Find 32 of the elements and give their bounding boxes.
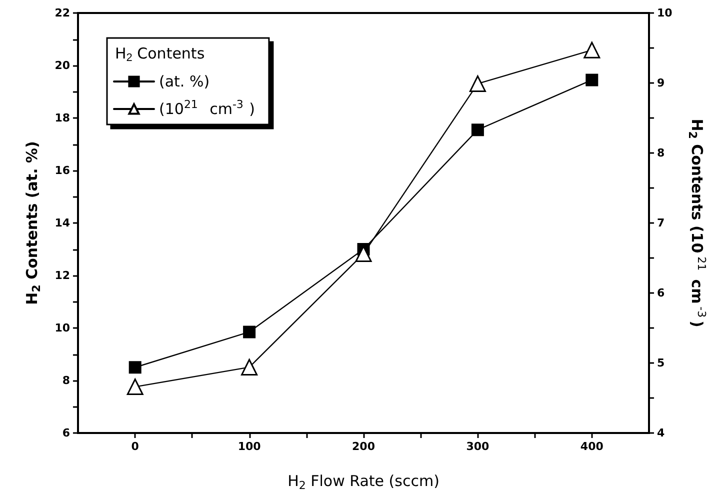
y2-tick-label: 8 (657, 146, 665, 160)
x-tick-label: 300 (466, 440, 490, 453)
y2-tick-label: 5 (657, 356, 665, 370)
y-tick-label: 14 (54, 216, 70, 230)
point (128, 361, 142, 374)
y2-tick-label: 9 (657, 76, 665, 90)
point (471, 124, 484, 136)
y-tick-label: 8 (62, 374, 70, 387)
y-tick-label: 6 (62, 426, 70, 440)
y-tick-label: 12 (54, 269, 70, 282)
y2-tick-label: 4 (657, 426, 665, 440)
y-tick-label: 16 (54, 164, 70, 177)
y2-axis-title: H2 Contents (1021 cm-3) (686, 118, 708, 328)
y-tick-label: 18 (54, 112, 70, 124)
y2-tick-label: 6 (657, 286, 665, 300)
x-tick-label: 400 (580, 440, 604, 453)
x-tick-label: 200 (352, 440, 376, 453)
y-axis-title: H2 Contents (at. %) (23, 141, 43, 305)
legend-label: (at. %) (159, 72, 210, 90)
point (126, 378, 144, 396)
y2-tick-label: 10 (657, 6, 673, 20)
point (241, 358, 258, 376)
y2-tick-label: 7 (657, 216, 665, 230)
point (586, 74, 598, 86)
x-tick-label: 100 (238, 440, 262, 453)
y-tick-label: 20 (54, 59, 70, 72)
y-tick-label: 10 (54, 322, 70, 334)
point (469, 75, 486, 92)
y-tick-label: 22 (54, 6, 70, 20)
point (243, 326, 256, 338)
point (584, 42, 600, 58)
x-tick-label: 0 (131, 440, 140, 453)
